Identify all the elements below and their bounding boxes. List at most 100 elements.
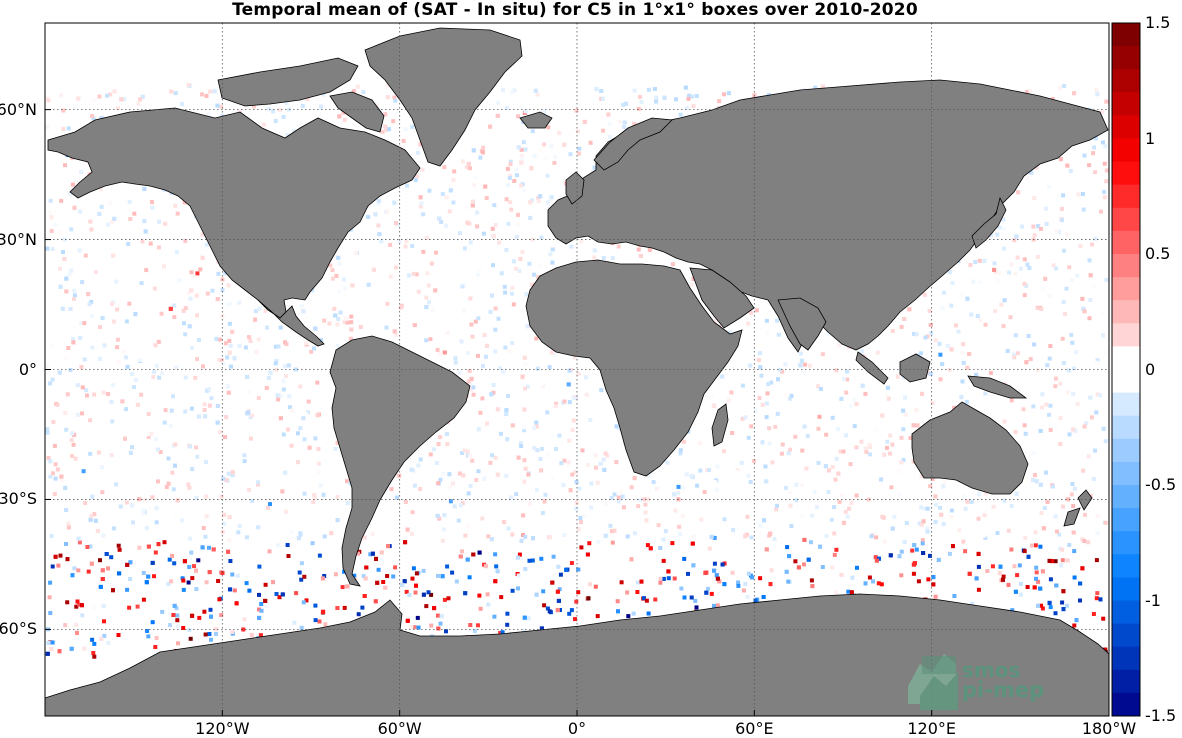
anomaly-cell (70, 182, 75, 187)
anomaly-cell (108, 92, 113, 97)
anomaly-cell (82, 321, 87, 326)
anomaly-cell (1039, 226, 1043, 231)
anomaly-cell (1101, 333, 1105, 338)
anomaly-cell (174, 250, 179, 255)
anomaly-cell (892, 461, 897, 466)
anomaly-cell (75, 383, 80, 388)
anomaly-cell (187, 565, 192, 569)
anomaly-cell (765, 401, 769, 406)
anomaly-cell (632, 476, 637, 481)
anomaly-cell (394, 332, 399, 337)
anomaly-cell (1006, 404, 1011, 409)
anomaly-cell (969, 312, 974, 317)
anomaly-cell (1048, 427, 1053, 432)
anomaly-cell (1058, 86, 1062, 91)
anomaly-cell (755, 421, 760, 426)
anomaly-cell (818, 387, 823, 391)
anomaly-cell (63, 485, 68, 490)
anomaly-cell (75, 599, 80, 604)
anomaly-cell (217, 357, 221, 362)
anomaly-cell (712, 603, 716, 608)
land-eurasia (547, 79, 1109, 353)
anomaly-cell (522, 479, 527, 484)
anomaly-cell (523, 109, 528, 114)
anomaly-cell (245, 375, 250, 379)
anomaly-cell (820, 352, 825, 357)
anomaly-cell (153, 343, 158, 348)
anomaly-cell (352, 89, 356, 94)
anomaly-cell (194, 293, 199, 298)
anomaly-cell (216, 271, 221, 276)
anomaly-cell (210, 288, 215, 293)
anomaly-cell (478, 155, 483, 160)
anomaly-cell (460, 549, 465, 554)
anomaly-cell (299, 304, 304, 308)
anomaly-cell (1022, 257, 1027, 262)
anomaly-cell (509, 207, 514, 212)
anomaly-cell (635, 580, 640, 585)
anomaly-cell (152, 286, 157, 291)
anomaly-cell (112, 89, 117, 94)
anomaly-cell (385, 209, 390, 214)
anomaly-cell (313, 326, 318, 331)
anomaly-cell (299, 625, 304, 630)
anomaly-cell (281, 114, 286, 119)
anomaly-cell (1005, 349, 1010, 353)
anomaly-cell (109, 555, 114, 560)
colorbar-segment (1112, 92, 1140, 116)
anomaly-cell (300, 103, 305, 108)
anomaly-cell (925, 526, 930, 531)
anomaly-cell (1094, 410, 1099, 415)
anomaly-cell (425, 271, 430, 276)
anomaly-cell (112, 216, 117, 221)
anomaly-cell (522, 425, 527, 430)
anomaly-cell (407, 593, 412, 597)
anomaly-cell (504, 197, 509, 202)
anomaly-cell (890, 526, 895, 531)
anomaly-cell (1102, 189, 1106, 194)
anomaly-cell (152, 369, 157, 374)
anomaly-cell (64, 427, 69, 432)
anomaly-cell (508, 495, 513, 500)
anomaly-cell (162, 540, 167, 545)
anomaly-cell (510, 90, 515, 95)
anomaly-cell (901, 408, 906, 413)
anomaly-cell (486, 534, 491, 539)
anomaly-cell (1001, 574, 1006, 579)
anomaly-cell (756, 358, 761, 362)
anomaly-cell (204, 93, 209, 98)
anomaly-cell (854, 445, 859, 450)
anomaly-cell (352, 573, 357, 578)
anomaly-cell (245, 535, 249, 540)
anomaly-cell (471, 392, 476, 397)
anomaly-cell (201, 526, 206, 530)
anomaly-cell (832, 552, 837, 557)
anomaly-cell (678, 451, 683, 456)
anomaly-cell (599, 89, 604, 93)
anomaly-cell (642, 497, 647, 502)
anomaly-cell (588, 140, 593, 145)
anomaly-cell (313, 603, 318, 608)
anomaly-cell (195, 313, 200, 318)
anomaly-cell (533, 88, 538, 93)
anomaly-cell (806, 557, 811, 562)
anomaly-cell (538, 264, 543, 269)
anomaly-cell (424, 604, 429, 609)
anomaly-cell (50, 640, 55, 645)
anomaly-cell (493, 455, 498, 460)
anomaly-cell (478, 606, 483, 611)
anomaly-cell (125, 500, 129, 505)
anomaly-cell (364, 565, 369, 570)
anomaly-cell (1048, 403, 1053, 408)
anomaly-cell (1031, 451, 1036, 456)
anomaly-cell (217, 597, 222, 602)
anomaly-cell (539, 556, 544, 561)
anomaly-cell (243, 345, 248, 350)
anomaly-cell (360, 605, 365, 610)
anomaly-cell (526, 616, 531, 621)
anomaly-cell (494, 564, 499, 569)
anomaly-cell (219, 104, 224, 109)
anomaly-cell (573, 617, 577, 622)
anomaly-cell (746, 321, 751, 326)
anomaly-cell (516, 145, 521, 150)
